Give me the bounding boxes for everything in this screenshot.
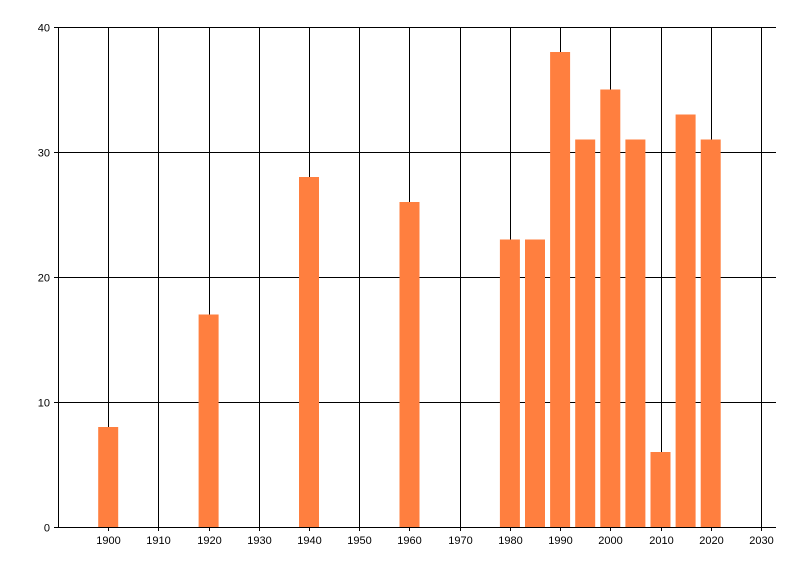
y-tick-label: 20 — [38, 273, 50, 285]
x-tick-label: 2010 — [649, 535, 673, 547]
bar — [675, 114, 696, 527]
bar — [700, 139, 721, 527]
bar — [198, 314, 219, 527]
bar — [98, 427, 119, 527]
x-tick-label: 1940 — [297, 535, 321, 547]
x-tick-label: 1950 — [347, 535, 371, 547]
y-tick-label: 10 — [38, 398, 50, 410]
x-tick-label: 2000 — [598, 535, 622, 547]
bar — [625, 139, 646, 527]
axes — [58, 27, 776, 528]
x-tick-label: 1930 — [247, 535, 271, 547]
x-tick-labels: 1900 1910 1920 1930 1940 1950 1960 1970 1980 1990… — [96, 535, 773, 547]
bar — [650, 452, 671, 527]
x-tick-label: 1920 — [197, 535, 221, 547]
y-tick-labels: 0 10 20 30 40 — [38, 23, 50, 535]
bar — [550, 52, 571, 527]
x-tick-label: 2020 — [699, 535, 723, 547]
bar — [525, 239, 545, 527]
x-tick-label: 1970 — [448, 535, 472, 547]
x-tick-label: 1900 — [96, 535, 120, 547]
x-tick-label: 1960 — [397, 535, 421, 547]
bar — [600, 89, 621, 527]
bar — [399, 202, 420, 527]
y-tick-label: 40 — [38, 23, 50, 35]
x-tick-label: 2030 — [749, 535, 773, 547]
bar — [299, 177, 319, 527]
bar — [499, 239, 520, 527]
bar — [575, 139, 596, 527]
bars — [98, 52, 721, 527]
y-tick-label: 30 — [38, 148, 50, 160]
x-tick-label: 1990 — [548, 535, 572, 547]
y-tick-label: 0 — [44, 523, 50, 535]
x-tick-label: 1910 — [146, 535, 170, 547]
x-tick-label: 1980 — [498, 535, 522, 547]
